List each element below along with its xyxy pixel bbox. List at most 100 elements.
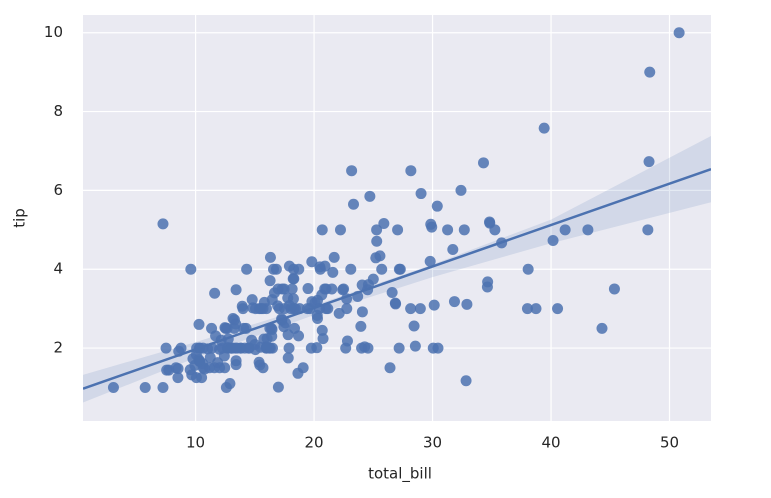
scatter-point bbox=[157, 218, 169, 230]
y-axis-label: tip bbox=[11, 208, 29, 228]
y-tick-label: 10 bbox=[44, 23, 63, 41]
y-tick-label: 2 bbox=[53, 339, 63, 357]
scatter-point bbox=[559, 224, 571, 236]
scatter-point bbox=[264, 275, 276, 287]
scatter-point bbox=[209, 287, 221, 299]
scatter-point bbox=[582, 224, 594, 236]
scatter-point bbox=[305, 342, 317, 354]
scatter-point bbox=[187, 353, 199, 365]
scatter-point bbox=[225, 342, 237, 354]
scatter-point bbox=[644, 66, 656, 78]
scatter-point bbox=[389, 297, 401, 309]
scatter-point bbox=[356, 342, 368, 354]
scatter-point bbox=[346, 165, 358, 177]
scatter-point bbox=[306, 256, 318, 268]
scatter-point bbox=[185, 263, 197, 275]
scatter-point bbox=[316, 324, 328, 336]
x-tick-label: 10 bbox=[186, 434, 205, 452]
scatter-point bbox=[547, 234, 559, 246]
scatter-point bbox=[282, 352, 294, 364]
y-tick-label: 4 bbox=[53, 260, 63, 278]
scatter-point bbox=[378, 218, 390, 230]
scatter-point bbox=[327, 266, 339, 278]
scatter-point bbox=[521, 303, 533, 315]
scatter-point bbox=[393, 342, 405, 354]
scatter-point bbox=[190, 372, 202, 384]
scatter-point bbox=[228, 314, 240, 326]
scatter-point bbox=[243, 342, 255, 354]
scatter-point bbox=[279, 303, 291, 315]
scatter-point bbox=[257, 362, 269, 374]
scatter-point bbox=[431, 200, 443, 212]
scatter-point bbox=[268, 263, 280, 275]
scatter-point bbox=[384, 362, 396, 374]
scatter-point bbox=[293, 263, 305, 275]
scatter-point bbox=[302, 283, 314, 295]
scatter-point bbox=[319, 283, 331, 295]
scatter-point bbox=[392, 224, 404, 236]
scatter-point bbox=[386, 286, 398, 298]
scatter-point bbox=[455, 184, 467, 196]
scatter-point bbox=[408, 320, 420, 332]
scatter-point bbox=[458, 224, 470, 236]
scatter-point bbox=[424, 255, 436, 267]
scatter-point bbox=[355, 320, 367, 332]
scatter-point bbox=[596, 322, 608, 334]
scatter-point bbox=[484, 217, 496, 229]
scatter-point bbox=[482, 276, 494, 288]
scatter-point bbox=[538, 122, 550, 134]
scatter-point bbox=[287, 293, 299, 305]
scatter-point bbox=[345, 263, 357, 275]
scatter-point bbox=[442, 224, 454, 236]
scatter-point bbox=[139, 381, 151, 393]
x-tick-label: 50 bbox=[660, 434, 679, 452]
scatter-point bbox=[157, 381, 169, 393]
y-tick-label: 8 bbox=[53, 102, 63, 120]
scatter-point bbox=[673, 27, 685, 39]
scatter-point bbox=[371, 235, 383, 247]
scatter-point bbox=[230, 359, 242, 371]
scatter-point bbox=[428, 299, 440, 311]
scatter-point bbox=[255, 303, 267, 315]
scatter-point bbox=[530, 303, 542, 315]
scatter-point bbox=[356, 306, 368, 318]
scatter-point bbox=[230, 284, 242, 296]
x-tick-label: 30 bbox=[423, 434, 442, 452]
scatter-point bbox=[107, 381, 119, 393]
scatter-point bbox=[427, 342, 439, 354]
scatter-point bbox=[608, 283, 620, 295]
scatter-point bbox=[241, 263, 253, 275]
scatter-point bbox=[292, 367, 304, 379]
scatter-point bbox=[237, 303, 249, 315]
x-tick-label: 20 bbox=[305, 434, 324, 452]
scatter-point bbox=[447, 244, 459, 256]
scatter-point bbox=[340, 342, 352, 354]
scatter-point bbox=[409, 340, 421, 352]
scatter-point bbox=[314, 263, 326, 275]
scatter-point bbox=[367, 273, 379, 285]
scatter-point bbox=[394, 263, 406, 275]
scatter-point bbox=[405, 303, 417, 315]
x-axis-label: total_bill bbox=[368, 465, 432, 484]
scatter-point bbox=[333, 307, 345, 319]
scatter-point bbox=[337, 284, 349, 296]
scatter-point bbox=[160, 342, 172, 354]
scatter-point bbox=[254, 341, 266, 353]
scatter-point bbox=[415, 188, 427, 200]
scatter-point bbox=[364, 190, 376, 202]
scatter-point bbox=[208, 362, 220, 374]
scatter-point bbox=[287, 273, 299, 285]
x-tick-label: 40 bbox=[541, 434, 560, 452]
scatter-point bbox=[643, 156, 655, 168]
scatter-point bbox=[264, 251, 276, 263]
scatter-point bbox=[283, 342, 295, 354]
scatter-point bbox=[328, 251, 340, 263]
scatter-point bbox=[220, 381, 232, 393]
scatter-point bbox=[448, 296, 460, 308]
scatter-point bbox=[552, 303, 564, 315]
scatter-point bbox=[642, 224, 654, 236]
scatter-point bbox=[246, 294, 258, 306]
scatter-point bbox=[228, 322, 240, 334]
scatter-point bbox=[316, 224, 328, 236]
